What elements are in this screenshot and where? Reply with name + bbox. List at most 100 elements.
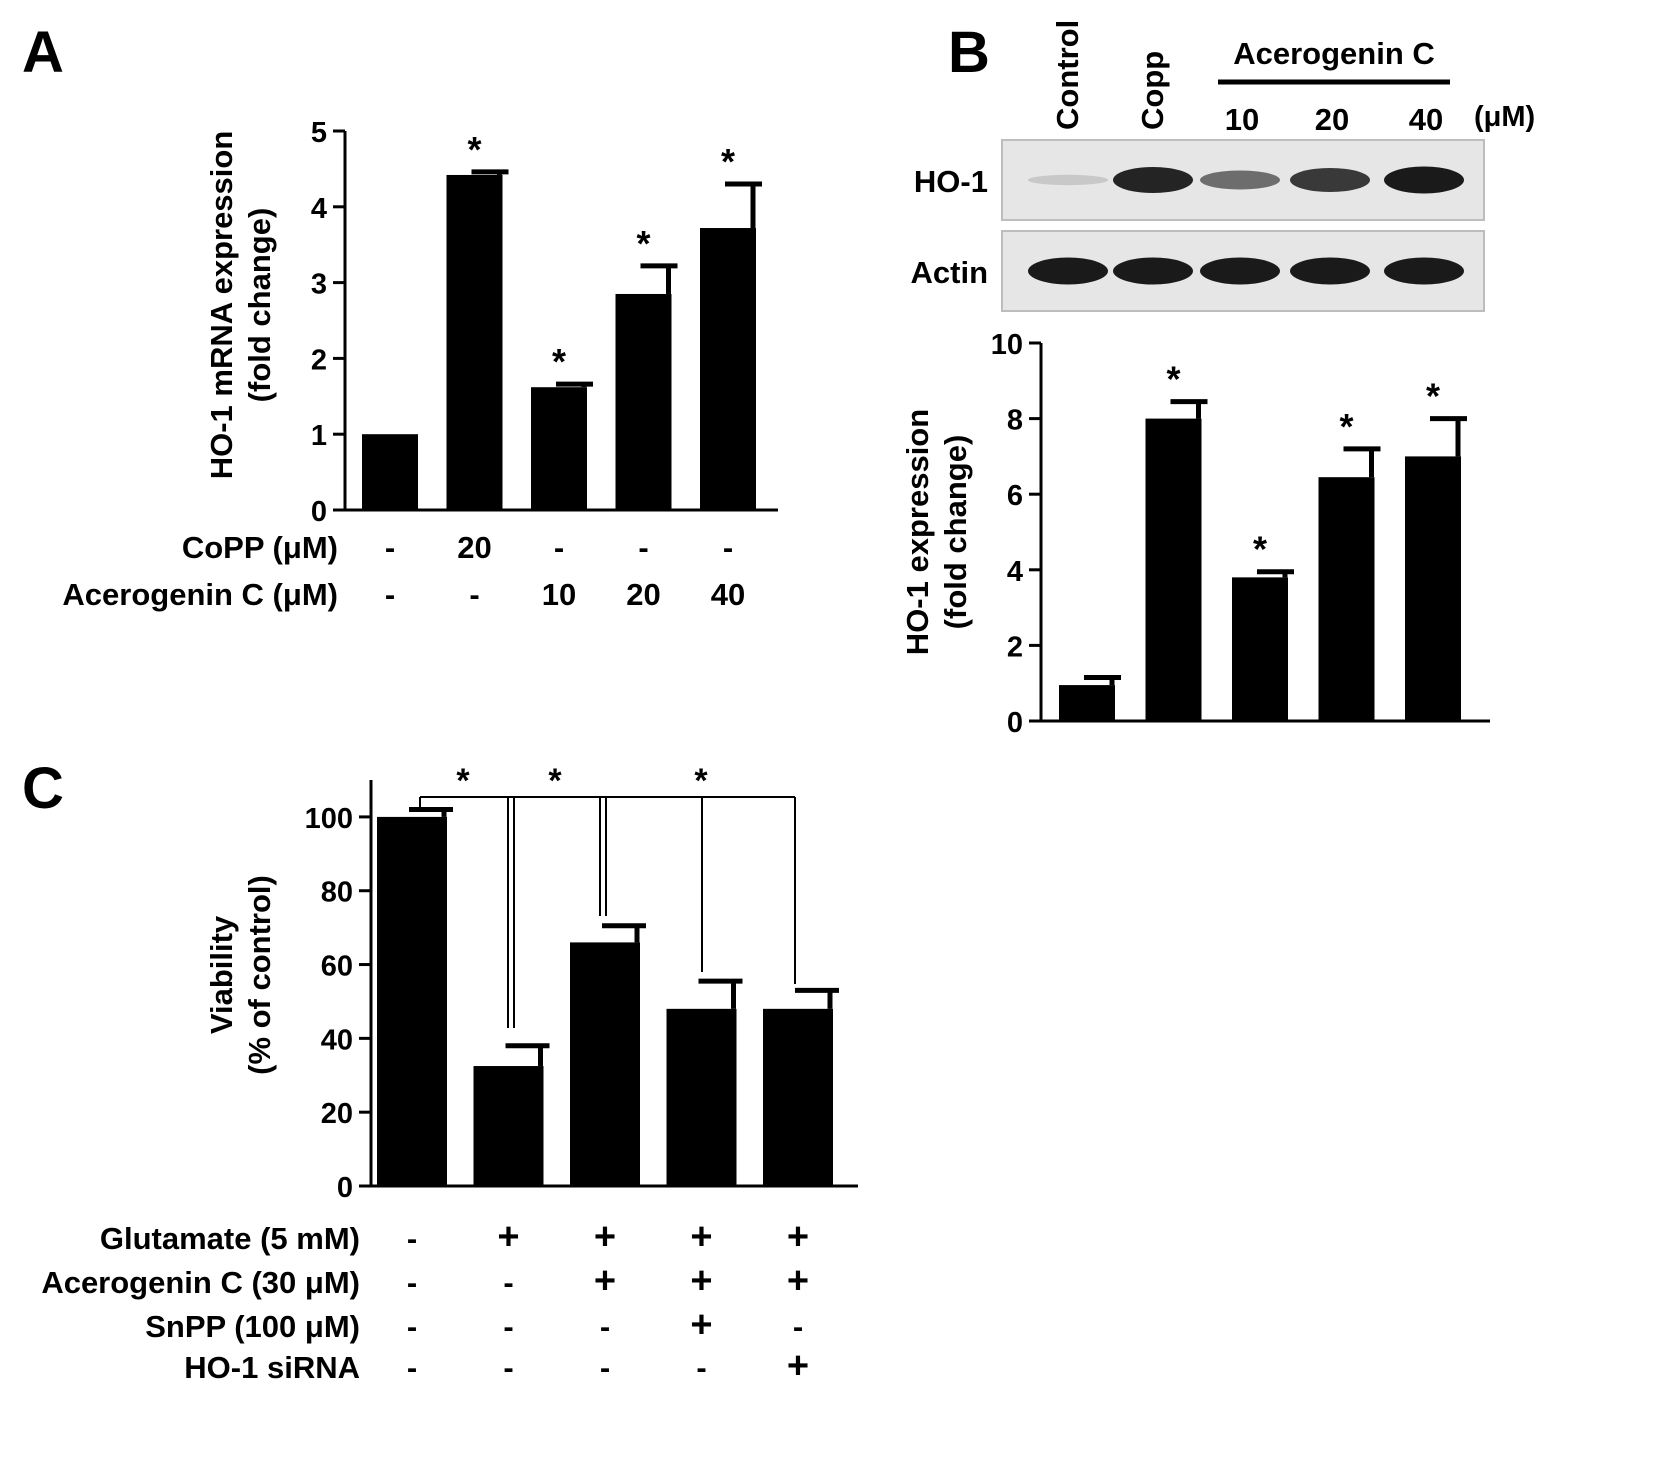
blot-band (1384, 166, 1464, 194)
panel-a-letter: A (22, 20, 64, 85)
panel-a-condition-value: - (385, 577, 395, 612)
panel-b-bar (1232, 577, 1288, 721)
panel-c-y-axis-label: Viability (204, 915, 239, 1034)
panel-c-condition-value: - (696, 1350, 706, 1385)
panel-b-y-axis-label: HO-1 expression (900, 409, 935, 655)
blot-group-label: Acerogenin C (1233, 36, 1435, 71)
panel-c-condition-value: + (787, 1345, 809, 1387)
panel-a-y-axis-label: (fold change) (242, 208, 277, 403)
panel-c-y-tick-label: 20 (321, 1098, 353, 1130)
panel-a-y-tick-label: 4 (311, 193, 327, 225)
panel-b-significance-marker: * (1339, 406, 1353, 447)
panel-a-bar (531, 387, 587, 510)
panel-a-y-tick-label: 5 (311, 117, 327, 149)
blot-lane-label: 40 (1409, 102, 1443, 137)
panel-b-chart: 0 2 4 6 8 10 HO-1 expression (fold change) * * * * (900, 329, 1490, 739)
panel-a-significance-marker: * (721, 141, 735, 182)
blot-band (1028, 257, 1108, 285)
panel-c-condition-value: - (407, 1265, 417, 1300)
panel-c-condition-value: + (690, 1304, 712, 1346)
blot-band (1290, 257, 1370, 285)
panel-b-bar (1059, 685, 1115, 721)
panel-c-condition-value: - (600, 1350, 610, 1385)
panel-a-significance-marker: * (467, 129, 481, 170)
panel-c-condition-label: Glutamate (5 mM) (100, 1221, 360, 1256)
panel-c-condition-value: + (787, 1260, 809, 1302)
panel-b-significance-marker: * (1166, 359, 1180, 400)
panel-b-bar (1145, 418, 1202, 721)
panel-b-letter: B (948, 20, 990, 85)
panel-b-bar (1318, 477, 1375, 721)
panel-c-condition-value: + (690, 1260, 712, 1302)
panel-c-condition-value: + (594, 1260, 616, 1302)
panel-c-condition-label: Acerogenin C (30 μM) (41, 1265, 360, 1300)
blot-band (1384, 257, 1464, 285)
panel-c-y-tick-label: 0 (337, 1172, 353, 1204)
panel-c-condition-value: - (503, 1309, 513, 1344)
blot-lane-label: 10 (1225, 102, 1259, 137)
panel-c-chart: 0 20 40 60 80 100 Viability (% of control) * * * Gl… (41, 762, 858, 1387)
panel-a-chart: 0 1 2 3 4 5 HO-1 mRNA expression (fold change) *… (62, 117, 778, 612)
panel-b-y-tick-label: 2 (1007, 631, 1023, 663)
panel-a-condition-value: - (469, 577, 479, 612)
panel-b-y-tick-label: 8 (1007, 405, 1023, 437)
panel-c-condition-value: - (503, 1265, 513, 1300)
panel-c-y-tick-label: 40 (321, 1024, 353, 1056)
panel-c-condition-value: - (793, 1309, 803, 1344)
panel-c-letter: C (22, 756, 64, 821)
panel-a-bar (615, 293, 672, 510)
blot-lane-label: Copp (1135, 51, 1170, 130)
panel-b-y-tick-label: 0 (1007, 707, 1023, 739)
blot-row-label: Actin (911, 255, 989, 290)
blot-row-label: HO-1 (914, 164, 988, 199)
blot-band (1290, 168, 1370, 192)
panel-b-y-axis-label: (fold change) (938, 435, 973, 630)
panel-c-y-axis-label: (% of control) (242, 875, 277, 1075)
panel-a-y-tick-label: 0 (311, 496, 327, 528)
panel-a-bar (700, 228, 756, 511)
panel-a-condition-value: 20 (626, 577, 660, 612)
panel-c-bar (570, 942, 640, 1186)
panel-c-bar (763, 1008, 833, 1186)
panel-c-condition-value: - (407, 1221, 417, 1256)
blot-band (1113, 257, 1193, 285)
panel-a-y-axis-label: HO-1 mRNA expression (204, 131, 239, 480)
significance-bracket-star: * (456, 762, 470, 800)
panel-a-condition-value: - (723, 530, 733, 565)
panel-a-condition-value: 20 (457, 530, 491, 565)
panel-b-significance-marker: * (1426, 376, 1440, 417)
blot-band (1200, 170, 1280, 190)
panel-c-condition-value: - (407, 1309, 417, 1344)
panel-a-condition-value: - (638, 530, 648, 565)
panel-a-condition-value: 10 (542, 577, 576, 612)
panel-c-condition-value: - (600, 1309, 610, 1344)
panel-c-bar (377, 816, 447, 1186)
panel-b-bar (1405, 456, 1461, 721)
panel-a-y-tick-label: 2 (311, 344, 327, 376)
panel-c-condition-value: - (407, 1350, 417, 1385)
blot-lane-label: 20 (1315, 102, 1349, 137)
panel-b-y-tick-label: 6 (1007, 480, 1023, 512)
panel-a-condition-label: CoPP (μM) (182, 530, 338, 565)
panel-c-y-tick-label: 60 (321, 951, 353, 983)
panel-c-condition-value: + (690, 1216, 712, 1258)
blot-band (1113, 167, 1193, 193)
panel-c-y-tick-label: 80 (321, 877, 353, 909)
panel-a-significance-marker: * (636, 223, 650, 264)
panel-b-y-tick-label: 10 (991, 329, 1023, 361)
panel-c-condition-value: - (503, 1350, 513, 1385)
panel-b-significance-marker: * (1253, 529, 1267, 570)
panel-c-condition-label: SnPP (100 μM) (145, 1309, 360, 1344)
panel-a-bar (446, 174, 503, 511)
panel-a-condition-label: Acerogenin C (μM) (62, 577, 338, 612)
blot-lane-label: Control (1050, 20, 1085, 130)
panel-b-y-tick-label: 4 (1007, 556, 1023, 588)
panel-a-condition-value: - (385, 530, 395, 565)
panel-a-y-tick-label: 3 (311, 269, 327, 301)
panel-a-y-tick-label: 1 (311, 420, 327, 452)
blot-band (1028, 174, 1108, 186)
panel-a-condition-value: 40 (711, 577, 745, 612)
significance-bracket-star: * (694, 762, 708, 800)
panel-c-condition-value: + (787, 1216, 809, 1258)
panel-c-y-tick-label: 100 (305, 803, 353, 835)
